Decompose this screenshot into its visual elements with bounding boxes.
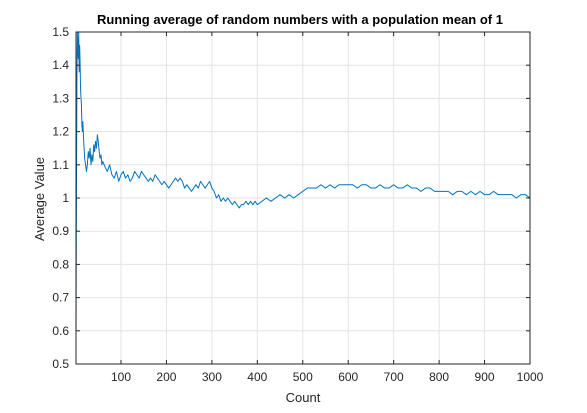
x-tick-label: 900: [475, 370, 495, 384]
y-tick-label: 1.2: [52, 125, 69, 139]
y-tick-label: 1.3: [52, 91, 69, 105]
y-tick-label: 0.8: [52, 257, 69, 271]
x-axis-label: Count: [286, 390, 321, 405]
y-axis-label: Average Value: [32, 157, 47, 241]
y-tick-label: 0.5: [52, 357, 69, 371]
y-tick-label: 1.5: [52, 25, 69, 39]
y-tick-label: 0.7: [52, 291, 69, 305]
grid: [76, 31, 531, 365]
x-tick-label: 1000: [517, 370, 544, 384]
x-tick-label: 500: [293, 370, 313, 384]
y-tick-label: 1.1: [52, 158, 69, 172]
x-tick-label: 400: [247, 370, 267, 384]
y-tick-label: 0.6: [52, 324, 69, 338]
series-line: [76, 32, 530, 338]
y-tick-label: 1: [62, 191, 69, 205]
y-tick-label: 0.9: [52, 224, 69, 238]
x-tick-label: 700: [384, 370, 404, 384]
chart-title: Running average of random numbers with a…: [97, 12, 503, 27]
x-tick-label: 600: [338, 370, 358, 384]
x-tick-label: 200: [156, 370, 176, 384]
x-tick-label: 300: [202, 370, 222, 384]
ticks: 100 200 300 400 500 600 700 800 900 1000 0.5 0.6 0.7…: [52, 25, 543, 384]
y-tick-label: 1.4: [52, 58, 69, 72]
x-tick-label: 800: [429, 370, 449, 384]
x-tick-label: 100: [111, 370, 131, 384]
